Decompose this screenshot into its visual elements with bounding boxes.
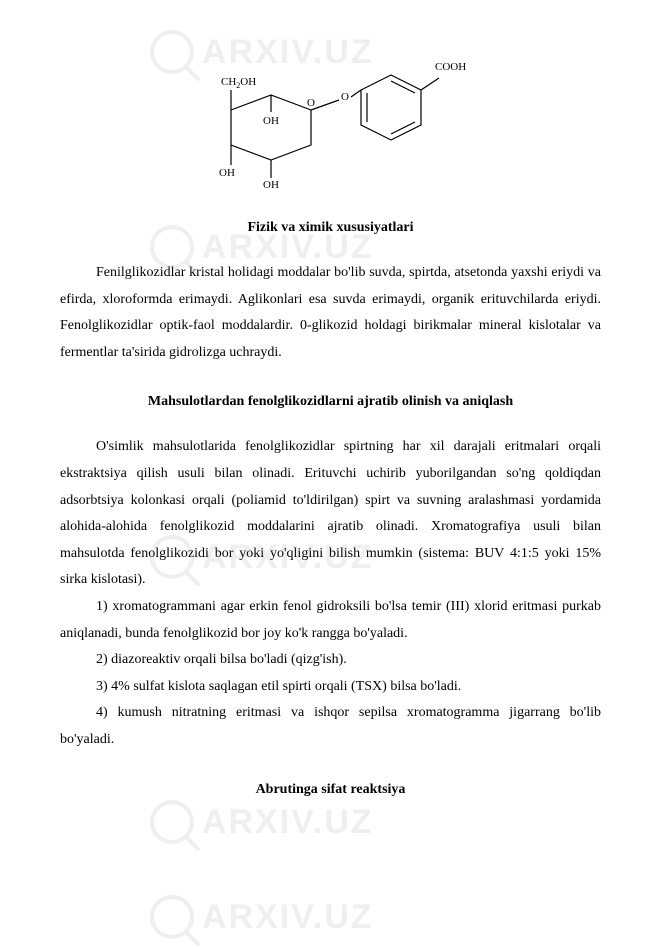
heading-abruting: Abrutinga sifat reaktsiya [60,782,601,798]
label-oh-left: OH [219,167,235,179]
watermark: ARXIV.UZ [150,895,374,939]
watermark: ARXIV.UZ [150,800,374,844]
label-cooh: COOH [435,61,466,73]
paragraph: Fenilglikozidlar kristal holidagi moddal… [60,260,601,366]
label-ch2oh: CH2OH [221,76,256,90]
chemical-structure-diagram: COOH CH2OH O O OH OH OH [191,40,471,190]
label-o-ring: O [307,97,315,109]
paragraph: O'simlik mahsulotlarida fenolglikozidlar… [60,434,601,594]
paragraph: 1) xromatogrammani agar erkin fenol gidr… [60,594,601,647]
heading-physical-chemical: Fizik va ximik xususiyatlari [60,220,601,236]
label-oh-bottom: OH [263,179,279,190]
paragraph: 2) diazoreaktiv orqali bilsa bo'ladi (qi… [60,647,601,674]
label-oh-mid: OH [263,115,279,127]
paragraph: 4) kumush nitratning eritmasi va ishqor … [60,700,601,753]
label-o-bridge: O [341,91,349,103]
paragraph: 3) 4% sulfat kislota saqlagan etil spirt… [60,674,601,701]
heading-separation: Mahsulotlardan fenolglikozidlarni ajrati… [60,394,601,410]
